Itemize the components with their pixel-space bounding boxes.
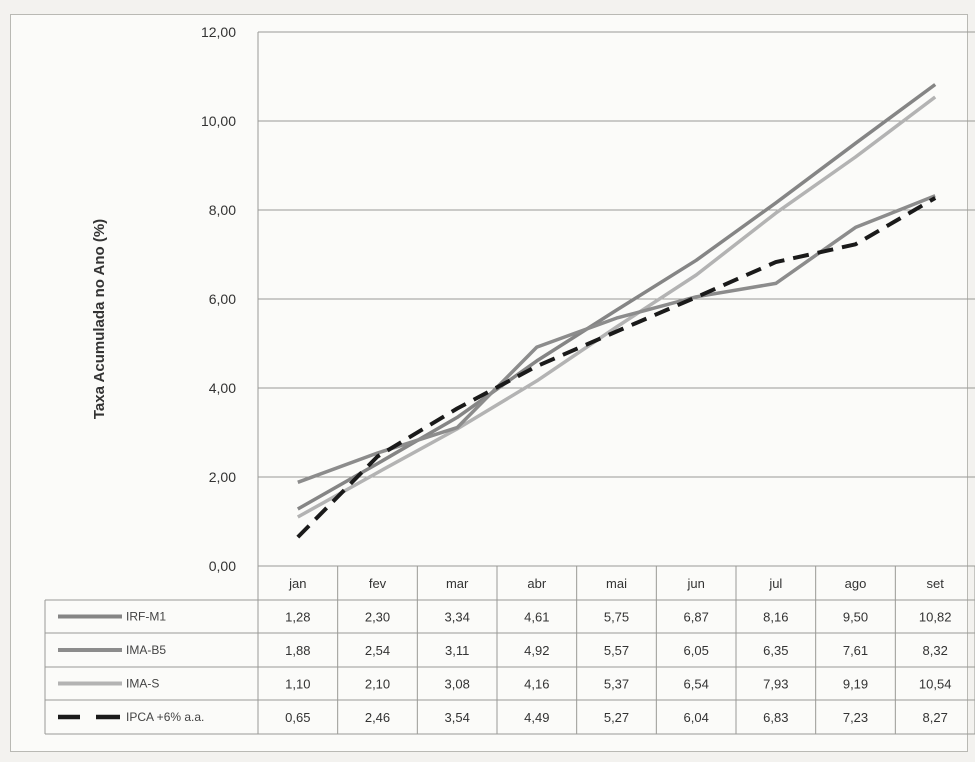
x-category-label: set [926, 576, 944, 591]
data-table-cell: 6,35 [763, 643, 788, 658]
y-tick-label: 8,00 [209, 202, 236, 218]
y-tick-label: 6,00 [209, 291, 236, 307]
data-table-cell: 2,54 [365, 643, 390, 658]
data-table-cell: 2,30 [365, 610, 390, 625]
data-table-cell: 10,54 [919, 677, 952, 692]
series-line-ipca-6-a-a- [296, 196, 937, 539]
data-table-cell: 5,75 [604, 610, 629, 625]
legend-label: IMA-S [126, 677, 159, 691]
data-table-cell: 6,04 [684, 710, 709, 725]
data-table-cell: 7,93 [763, 677, 788, 692]
y-tick-label: 2,00 [209, 469, 236, 485]
data-table-cell: 1,10 [285, 677, 310, 692]
y-tick-label: 12,00 [201, 24, 236, 40]
legend-label: IPCA +6% a.a. [126, 710, 204, 724]
data-table-cell: 7,23 [843, 710, 868, 725]
data-table-cell: 3,34 [445, 610, 470, 625]
data-table-cell: 7,61 [843, 643, 868, 658]
legend-label: IMA-B5 [126, 643, 166, 657]
y-tick-label: 4,00 [209, 380, 236, 396]
x-category-label: mar [446, 576, 469, 591]
data-table-cell: 4,16 [524, 677, 549, 692]
data-table-cell: 5,37 [604, 677, 629, 692]
x-category-label: jun [686, 576, 704, 591]
data-table-cell: 9,19 [843, 677, 868, 692]
y-tick-label: 10,00 [201, 113, 236, 129]
data-table-cell: 6,87 [684, 610, 709, 625]
data-table-cell: 4,49 [524, 710, 549, 725]
data-table-cell: 2,10 [365, 677, 390, 692]
x-category-label: jul [768, 576, 782, 591]
data-table-cell: 8,16 [763, 610, 788, 625]
data-table-cell: 8,27 [923, 710, 948, 725]
y-tick-label: 0,00 [209, 558, 236, 574]
series-line-ima-s [296, 95, 937, 519]
data-table-cell: 6,54 [684, 677, 709, 692]
y-axis-title: Taxa Acumulada no Ano (%) [91, 219, 108, 419]
data-table-cell: 1,28 [285, 610, 310, 625]
data-table-cell: 8,32 [923, 643, 948, 658]
data-table-cell: 9,50 [843, 610, 868, 625]
chart-frame [10, 14, 968, 752]
x-category-label: ago [845, 576, 867, 591]
x-category-label: mai [606, 576, 627, 591]
data-table-cell: 6,83 [763, 710, 788, 725]
data-table-cell: 3,08 [445, 677, 470, 692]
data-table-cell: 1,88 [285, 643, 310, 658]
series-line-ima-b5 [297, 194, 936, 484]
data-table-cell: 5,27 [604, 710, 629, 725]
data-table-cell: 3,11 [445, 643, 469, 658]
data-table-cell: 4,92 [524, 643, 549, 658]
series-line-irf-m1 [296, 83, 937, 511]
data-table-cell: 4,61 [524, 610, 549, 625]
data-table-cell: 10,82 [919, 610, 952, 625]
data-table-cell: 2,46 [365, 710, 390, 725]
x-category-label: abr [527, 576, 546, 591]
legend-label: IRF-M1 [126, 610, 166, 624]
data-table-cell: 5,57 [604, 643, 629, 658]
data-table-cell: 0,65 [285, 710, 310, 725]
data-table-cell: 3,54 [445, 710, 470, 725]
data-table-cell: 6,05 [684, 643, 709, 658]
x-category-label: fev [369, 576, 387, 591]
x-category-label: jan [288, 576, 306, 591]
